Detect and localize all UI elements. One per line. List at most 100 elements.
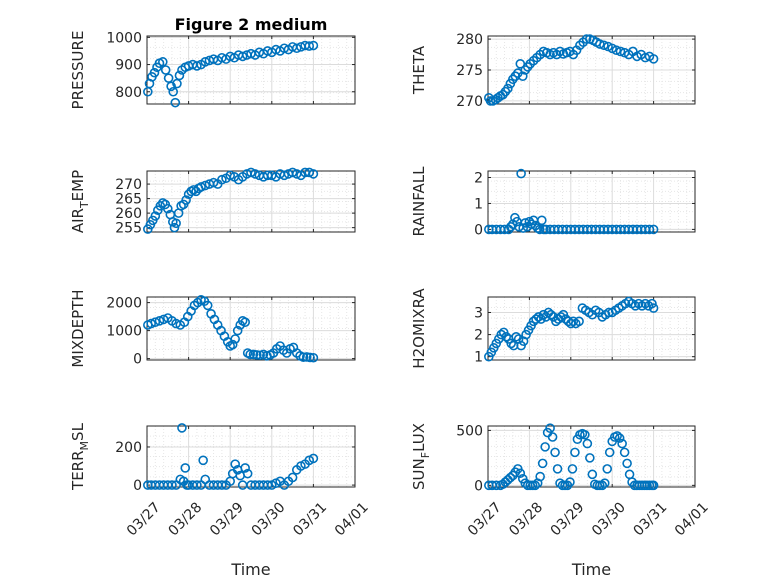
data-point <box>192 480 202 490</box>
data-point <box>534 224 545 235</box>
data-point <box>491 480 502 491</box>
data-point <box>614 433 625 443</box>
data-point <box>167 480 177 490</box>
data-point <box>506 338 516 349</box>
data-point <box>160 65 171 75</box>
data-point <box>550 447 560 458</box>
axes-box <box>146 35 356 105</box>
data-point <box>163 73 174 83</box>
data-point <box>177 423 187 433</box>
subplot-rainfall: 0 1 2 RAINFALL <box>410 166 696 238</box>
data-point <box>547 432 558 442</box>
x-axis-label: Time <box>230 560 270 579</box>
y-tick-label: 900 <box>115 58 142 74</box>
x-tick-label: 03/28 <box>506 499 546 539</box>
data-point <box>227 339 238 350</box>
x-tick-label: 03/30 <box>589 499 629 539</box>
data-point <box>217 480 227 490</box>
data-point <box>531 314 541 324</box>
y-axis-label-subscript: M <box>78 441 91 451</box>
x-tick-label: 03/31 <box>290 499 330 539</box>
data-point <box>619 447 630 458</box>
axes-box <box>146 170 356 233</box>
data-point <box>308 453 319 464</box>
data-point <box>511 331 521 342</box>
data-point <box>242 468 253 479</box>
x-tick-label: 03/30 <box>249 499 289 539</box>
y-tick-label: 1000 <box>106 30 142 46</box>
data-point <box>308 40 319 51</box>
data-point <box>240 463 250 473</box>
data-point <box>240 317 250 328</box>
data-point <box>287 472 298 483</box>
y-axis-label-subscript: F <box>419 452 432 458</box>
data-point <box>149 67 160 78</box>
data-point <box>501 331 512 342</box>
data-point <box>496 329 507 340</box>
data-point <box>158 57 168 67</box>
y-axis-label: AIRTEMP <box>69 170 91 233</box>
data-point <box>516 168 526 179</box>
subplot-sun-flux: 0 500 03/27 03/28 03/29 03/30 03/31 04/01 SUNFLU… <box>410 423 712 579</box>
data-point <box>505 472 516 483</box>
data-point <box>503 83 513 94</box>
data-point <box>617 438 627 449</box>
axes-background <box>147 171 355 232</box>
data-point <box>154 315 165 326</box>
y-tick-label: 255 <box>115 221 142 237</box>
data-point <box>230 334 240 344</box>
data-point <box>597 480 608 491</box>
y-tick-label: 270 <box>456 94 483 110</box>
y-tick-label: 800 <box>115 85 142 101</box>
data-point <box>604 447 615 458</box>
data-point <box>245 349 255 360</box>
y-axis-label-rest: SL <box>69 422 87 441</box>
axes-box <box>487 296 696 361</box>
y-axis-label: TERRMSL <box>69 422 91 491</box>
y-tick-label: 1000 <box>106 324 142 340</box>
data-point <box>581 34 592 44</box>
y-tick-label: 1 <box>474 196 483 212</box>
data-point <box>570 447 580 458</box>
x-tick-label: 04/01 <box>672 499 712 539</box>
data-point <box>166 81 176 92</box>
data-point <box>582 438 593 449</box>
data-point <box>200 180 211 191</box>
y-tick-label: 0 <box>133 478 142 494</box>
data-point <box>545 423 555 433</box>
data-point <box>622 458 632 469</box>
data-point <box>163 203 173 214</box>
y-tick-label: 3 <box>474 305 483 321</box>
data-point <box>279 170 290 181</box>
y-axis-label-main: AIR <box>69 208 87 233</box>
data-point <box>585 453 595 463</box>
data-point <box>232 325 243 336</box>
y-axis-label: PRESSURE <box>69 31 87 110</box>
data-point <box>308 169 319 179</box>
data-point <box>648 303 659 313</box>
y-axis-label: MIXDEPTH <box>69 289 87 367</box>
y-tick-label: 275 <box>456 63 483 79</box>
data-point <box>517 71 528 81</box>
data-point <box>298 352 309 363</box>
y-tick-label: 280 <box>456 32 483 48</box>
figure-title: Figure 2 medium <box>175 15 328 34</box>
y-axis-label: SUNFLUX <box>410 423 432 490</box>
data-point <box>644 224 655 235</box>
data-point <box>565 318 576 329</box>
data-point <box>200 57 211 67</box>
data-point <box>208 177 219 188</box>
y-axis-label-rest: EMP <box>69 170 87 201</box>
data-point <box>202 300 213 311</box>
data-point <box>602 464 613 474</box>
data-point <box>305 352 315 363</box>
data-point <box>196 182 206 192</box>
data-point <box>168 86 179 97</box>
x-tick-label: 03/27 <box>124 499 164 539</box>
data-point <box>515 468 526 479</box>
data-point <box>170 97 181 108</box>
data-point <box>615 46 626 57</box>
data-point <box>180 463 191 473</box>
data-point <box>192 61 202 71</box>
